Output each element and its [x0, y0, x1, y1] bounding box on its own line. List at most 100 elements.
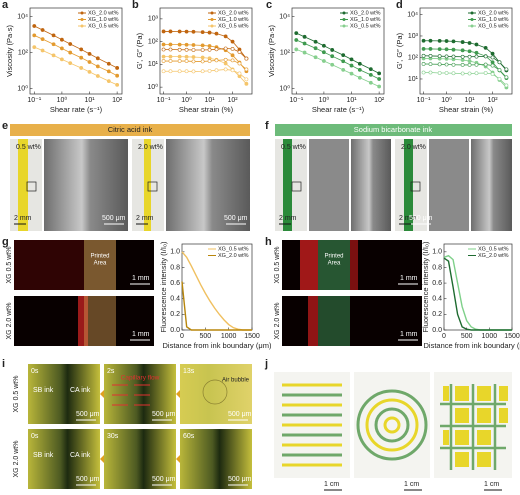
data-point: [191, 69, 196, 74]
data-point: [115, 83, 120, 87]
data-point: [460, 40, 465, 44]
data-point: [106, 79, 111, 84]
area-label: Area: [328, 261, 341, 267]
scale-label: 1 mm: [400, 275, 418, 282]
data-point: [341, 53, 346, 58]
x-tick-label: 10⁻¹: [417, 97, 431, 104]
legend-label: XG_2.0 wt%: [218, 10, 249, 16]
data-point: [444, 39, 449, 43]
y-axis-title: Fluorescence intensity (I/I₀): [421, 241, 430, 333]
panel-j-images: [274, 372, 512, 478]
data-point: [237, 50, 242, 54]
scale-label: 1 mm: [132, 331, 150, 338]
legend-marker: [210, 11, 214, 15]
scale-label: 500 μm: [152, 411, 176, 418]
scale-label: 1 mm: [132, 275, 150, 282]
data-point: [177, 69, 182, 74]
data-point: [451, 47, 456, 52]
series-line: [181, 281, 252, 331]
panel-h-images: [282, 240, 422, 346]
data-point: [168, 47, 173, 52]
data-point: [207, 44, 212, 48]
data-point: [68, 61, 73, 66]
data-point: [223, 61, 228, 66]
plot-frame: [291, 7, 385, 95]
panel-letter: e: [2, 120, 8, 132]
row-label: XG 0.5 wt%: [274, 247, 281, 284]
data-point: [79, 66, 84, 70]
data-point: [497, 60, 502, 65]
data-point: [451, 71, 456, 76]
data-point: [451, 39, 456, 44]
x-tick-label: 500: [461, 333, 473, 340]
panel-letter: g: [2, 236, 9, 248]
data-point: [490, 63, 495, 68]
time-label: 60s: [183, 433, 195, 440]
legend-label: XG_0.5 wt%: [350, 23, 381, 29]
y-tick-label: 0.0: [432, 327, 442, 334]
legend-label: XG_2.0 wt%: [88, 10, 119, 16]
panel-letter: i: [2, 358, 5, 370]
data-point: [51, 42, 56, 47]
legend-label: XG_1.0 wt%: [218, 17, 249, 23]
data-point: [467, 59, 472, 63]
x-tick-label: 10⁻¹: [27, 97, 41, 104]
data-point: [321, 50, 326, 55]
y-tick-label: 10²: [408, 54, 419, 61]
data-point: [184, 54, 189, 59]
data-point: [341, 67, 346, 72]
scale-label: 500 μm: [152, 476, 176, 483]
data-point: [349, 63, 354, 68]
x-tick-label: 10⁻¹: [289, 97, 303, 104]
data-point: [330, 62, 335, 67]
x-tick-label: 10¹: [346, 97, 357, 104]
data-point: [95, 64, 100, 69]
data-point: [177, 29, 182, 34]
data-point: [444, 62, 449, 67]
row-label: XG 2.0 wt%: [6, 303, 13, 340]
series-line: [296, 49, 380, 87]
data-point: [294, 31, 299, 36]
x-tick-label: 10²: [112, 97, 123, 104]
panel-letter: h: [265, 236, 272, 248]
scale-label: 1 cm: [404, 481, 419, 488]
data-point: [321, 43, 326, 48]
data-point: [474, 62, 479, 67]
data-point: [490, 72, 495, 76]
data-point: [460, 48, 465, 53]
data-point: [504, 67, 509, 72]
legend-label: XG_1.0 wt%: [350, 17, 381, 23]
panel-i-images: [28, 364, 252, 489]
data-point: [214, 68, 219, 73]
x-tick-label: 10¹: [465, 97, 476, 104]
data-point: [460, 58, 465, 62]
data-point: [341, 59, 346, 64]
ink-label: SB ink: [33, 387, 54, 394]
data-point: [451, 54, 456, 59]
data-point: [460, 63, 465, 67]
legend-label: XG_0.5 wt%: [88, 23, 119, 29]
series-line: [181, 251, 252, 331]
y-tick-label: 0.4: [170, 296, 180, 303]
legend-marker: [80, 24, 84, 28]
scale-label: 500 μm: [224, 215, 248, 222]
data-point: [161, 29, 166, 34]
row-label: XG 2.0 wt%: [274, 303, 281, 340]
data-point: [313, 55, 318, 60]
data-point: [191, 29, 196, 34]
x-tick-label: 10⁰: [319, 96, 330, 104]
data-point: [230, 53, 235, 58]
panel-title: Citric acid ink: [108, 125, 153, 134]
data-point: [504, 83, 509, 88]
scale-label: 500 μm: [76, 411, 100, 418]
panel-letter: a: [2, 0, 9, 11]
data-point: [223, 67, 228, 72]
data-point: [40, 37, 45, 42]
data-point: [244, 56, 249, 61]
x-tick-label: 10²: [488, 97, 499, 104]
data-point: [444, 71, 449, 75]
legend-marker: [342, 18, 346, 21]
scale-label: 500 μm: [102, 215, 126, 222]
plot-frame: [29, 7, 123, 95]
